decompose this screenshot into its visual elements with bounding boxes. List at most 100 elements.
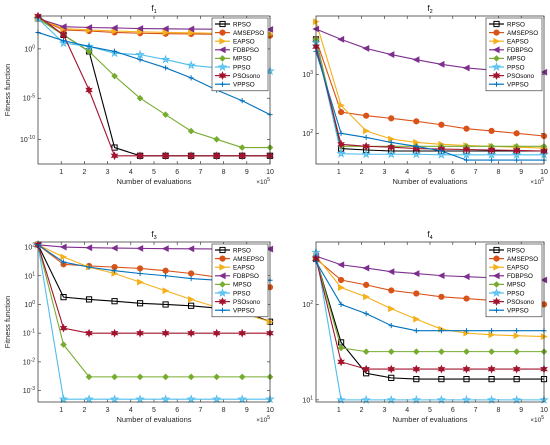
legend-label: PSOsono: [233, 299, 260, 306]
y-tick-exponent: 1: [310, 395, 313, 401]
data-point: [413, 315, 421, 323]
series-line-mpso: [37, 244, 270, 378]
data-point: [437, 60, 445, 68]
data-point: [413, 328, 419, 334]
x-tick-label: 2: [360, 169, 364, 176]
data-point: [438, 293, 445, 300]
data-point: [363, 293, 370, 301]
x-exponent-power: 5: [541, 177, 544, 183]
y-tick-label: 101: [24, 271, 35, 280]
x-exponent-base: ×10: [530, 179, 541, 186]
legend-item: FDBPSO: [215, 46, 259, 54]
data-point: [85, 24, 93, 31]
data-point: [513, 348, 520, 355]
legend-marker: [218, 272, 226, 280]
data-point: [136, 278, 144, 286]
data-point: [337, 139, 345, 149]
data-point: [186, 60, 196, 70]
legend-label: RPSO: [507, 21, 525, 28]
data-point: [512, 364, 521, 374]
legend-label: AMSEPSO: [507, 256, 538, 263]
series-line-psosono: [315, 258, 544, 370]
series-line-eapso: [315, 255, 545, 338]
data-point: [337, 35, 345, 43]
data-point: [337, 357, 345, 367]
data-point: [337, 261, 345, 269]
chart-title: f2: [427, 4, 432, 15]
legend-label: MPSO: [507, 282, 526, 289]
legend-label: PPSO: [233, 64, 251, 71]
x-axis-exponent: ×105: [256, 415, 270, 424]
data-point: [187, 25, 195, 33]
data-point: [163, 65, 169, 71]
series-line-rpso: [315, 258, 544, 380]
x-tick-label: 9: [519, 169, 523, 176]
x-axis-label: Number of evaluations: [392, 415, 467, 424]
y-tick-exponent: 0: [32, 44, 35, 50]
data-point: [59, 323, 68, 333]
y-tick-label: 10-2: [23, 357, 35, 366]
y-tick-label: 10-3: [23, 386, 35, 395]
legend-label: MPSO: [233, 282, 252, 289]
data-point: [136, 244, 144, 252]
data-point: [187, 373, 195, 381]
legend-label: PPSO: [507, 64, 525, 71]
x-tick-label: 10: [540, 407, 548, 414]
data-point: [436, 394, 447, 404]
data-point: [111, 48, 118, 54]
data-point: [188, 270, 195, 277]
data-point: [85, 244, 93, 252]
data-point: [337, 101, 345, 109]
x-tick-label: 3: [106, 169, 110, 176]
series-line-ppso: [315, 42, 544, 156]
legend-item: RPSO: [489, 20, 525, 28]
data-point: [463, 125, 470, 132]
y-tick-label: 103: [302, 70, 313, 79]
data-point: [60, 253, 68, 261]
data-point: [110, 151, 119, 161]
data-point: [362, 348, 370, 355]
legend-marker: [493, 307, 500, 313]
x-tick-label: 8: [496, 407, 500, 414]
series-line-vppso: [315, 261, 544, 332]
legend-marker: [493, 81, 500, 87]
data-point: [213, 373, 220, 381]
data-point: [86, 264, 92, 270]
y-tick-label: 101: [302, 395, 313, 404]
legend-label: FDBPSO: [233, 273, 259, 280]
data-point: [462, 364, 471, 374]
data-point: [461, 394, 472, 404]
data-point: [338, 301, 344, 307]
legend-marker: [218, 46, 226, 54]
y-tick-label: 100: [24, 44, 35, 53]
legend-marker: [219, 263, 227, 271]
legend-marker: [492, 297, 501, 307]
data-point: [512, 146, 521, 155]
x-tick-label: 4: [129, 407, 133, 414]
data-point: [111, 72, 118, 80]
legend-marker: [493, 281, 500, 288]
data-point: [387, 51, 395, 58]
data-point: [60, 259, 67, 265]
data-point: [463, 295, 470, 302]
data-point: [337, 109, 345, 116]
y-tick-exponent: 2: [310, 300, 313, 306]
x-tick-label: 5: [428, 169, 432, 176]
data-point: [487, 145, 496, 155]
legend-item: PSOsono: [489, 71, 534, 81]
data-point: [363, 281, 370, 288]
legend-label: EAPSO: [233, 265, 255, 272]
legend-label: PSOsono: [507, 73, 534, 80]
data-point: [338, 130, 344, 136]
series-line-rpso: [315, 39, 544, 152]
data-point: [135, 394, 145, 404]
legend-label: AMSEPSO: [507, 30, 538, 37]
data-point: [212, 151, 221, 161]
data-point: [362, 364, 371, 374]
legend-marker: [219, 307, 226, 313]
data-point: [337, 284, 345, 291]
data-point: [111, 298, 118, 305]
legend-item: VPPSO: [215, 308, 255, 315]
x-tick-label: 10: [266, 169, 274, 176]
